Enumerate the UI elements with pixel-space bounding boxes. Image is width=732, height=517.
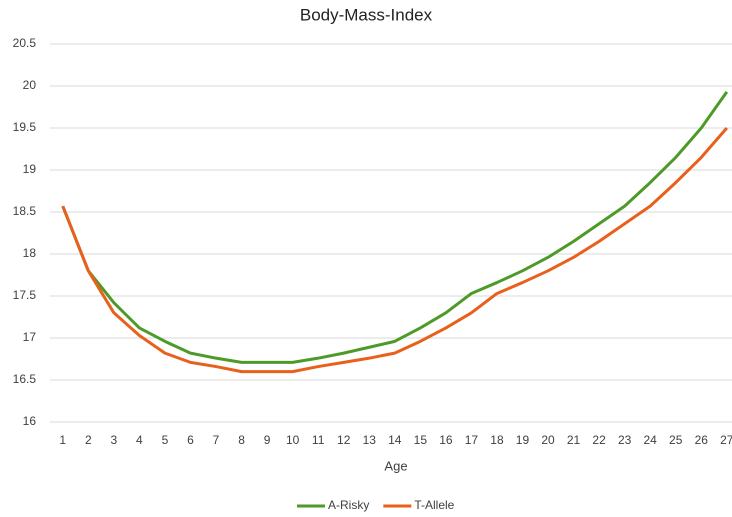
x-tick-label: 7 [213,433,220,447]
x-tick-label: 4 [136,433,143,447]
x-tick-label: 2 [85,433,92,447]
x-tick-label: 6 [187,433,194,447]
x-tick-label: 19 [516,433,530,447]
y-tick-label: 17 [23,330,37,344]
x-tick-label: 26 [695,433,709,447]
y-tick-label: 19.5 [13,120,37,134]
legend-label: A-Risky [328,498,369,512]
x-tick-label: 17 [465,433,479,447]
x-tick-label: 5 [162,433,169,447]
x-tick-label: 3 [111,433,118,447]
x-tick-label: 8 [238,433,245,447]
x-tick-label: 9 [264,433,271,447]
x-tick-label: 10 [286,433,300,447]
x-tick-label: 14 [388,433,402,447]
y-tick-label: 16 [23,414,37,428]
x-tick-label: 25 [669,433,683,447]
y-tick-label: 19 [23,162,37,176]
series-line [61,91,729,364]
x-tick-label: 24 [644,433,658,447]
x-tick-label: 20 [541,433,555,447]
x-axis-label: Age [384,458,407,473]
y-tick-label: 18 [23,246,37,260]
legend-label: T-Allele [414,498,454,512]
y-tick-label: 20.5 [13,36,37,50]
chart-title: Body-Mass-Index [300,5,433,24]
series-line [61,127,728,374]
x-tick-label: 22 [592,433,606,447]
x-tick-label: 1 [59,433,66,447]
x-tick-label: 15 [414,433,428,447]
y-tick-label: 20 [23,78,37,92]
x-tick-label: 23 [618,433,632,447]
y-tick-label: 17.5 [13,288,37,302]
y-tick-label: 18.5 [13,204,37,218]
x-tick-label: 21 [567,433,581,447]
x-tick-label: 16 [439,433,453,447]
x-tick-label: 12 [337,433,351,447]
x-tick-label: 18 [490,433,504,447]
x-tick-label: 11 [312,433,325,447]
y-tick-label: 16.5 [13,372,37,386]
x-tick-label: 13 [363,433,377,447]
x-tick-label: 27 [720,433,732,447]
